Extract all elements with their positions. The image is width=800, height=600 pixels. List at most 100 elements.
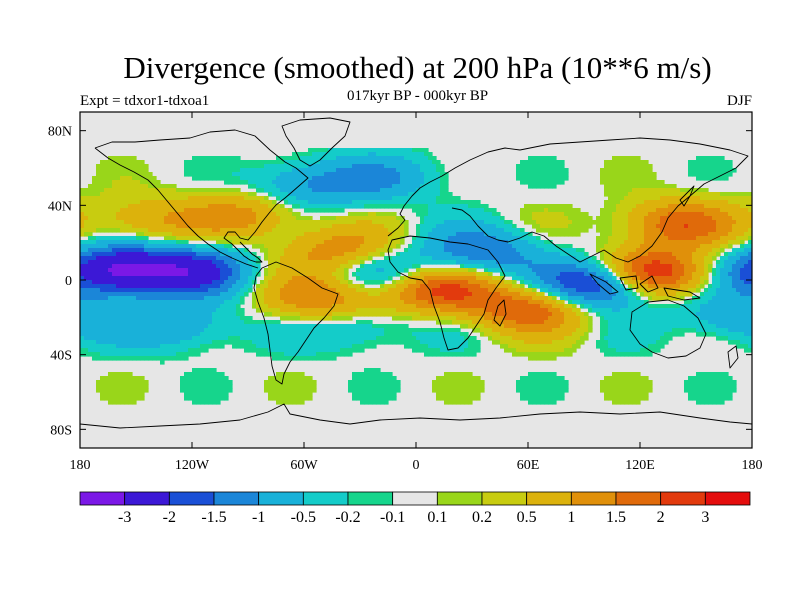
field-cell <box>412 236 417 241</box>
field-cell <box>704 264 709 269</box>
field-cell <box>152 280 157 285</box>
field-cell <box>736 248 741 253</box>
field-cell <box>576 288 581 293</box>
field-cell <box>304 196 309 201</box>
field-cell <box>484 224 489 229</box>
field-cell <box>396 176 401 181</box>
field-cell <box>608 212 613 217</box>
field-cell <box>568 248 573 253</box>
field-cell <box>560 252 565 257</box>
field-cell <box>264 244 269 249</box>
field-cell <box>340 160 345 165</box>
field-cell <box>612 212 617 217</box>
field-cell <box>620 240 625 245</box>
field-cell <box>340 156 345 161</box>
field-cell <box>272 172 277 177</box>
field-cell <box>736 228 741 233</box>
field-cell <box>204 192 209 197</box>
field-cell <box>324 164 329 169</box>
field-cell <box>84 224 89 229</box>
field-cell <box>284 208 289 213</box>
field-cell <box>244 216 249 221</box>
field-cell <box>500 244 505 249</box>
field-cell <box>456 220 461 225</box>
field-cell <box>476 248 481 253</box>
field-cell <box>640 220 645 225</box>
field-cell <box>216 288 221 293</box>
field-cell <box>164 232 169 237</box>
field-cell <box>396 260 401 265</box>
field-cell <box>376 288 381 293</box>
field-cell <box>664 252 669 257</box>
field-cell <box>224 204 229 209</box>
field-cell <box>128 284 133 289</box>
field-cell <box>472 220 477 225</box>
field-cell <box>236 216 241 221</box>
field-cell <box>236 292 241 297</box>
field-cell <box>748 208 752 213</box>
field-cell <box>536 240 541 245</box>
field-cell <box>352 228 357 233</box>
field-cell <box>544 168 549 173</box>
field-cell <box>632 180 637 185</box>
field-cell <box>548 232 553 237</box>
field-cell <box>396 288 401 293</box>
field-cell <box>156 180 161 185</box>
field-cell <box>200 276 205 281</box>
field-cell <box>220 204 225 209</box>
field-cell <box>248 212 253 217</box>
field-cell <box>736 260 741 265</box>
field-cell <box>324 276 329 281</box>
field-cell <box>212 256 217 261</box>
field-cell <box>216 284 221 289</box>
field-cell <box>600 288 605 293</box>
field-cell <box>600 264 605 269</box>
field-cell <box>552 256 557 261</box>
field-cell <box>644 228 649 233</box>
field-cell <box>716 252 721 257</box>
field-cell <box>712 220 717 225</box>
field-cell <box>272 188 277 193</box>
field-cell <box>340 264 345 269</box>
field-cell <box>360 224 365 229</box>
field-cell <box>384 256 389 261</box>
field-cell <box>188 216 193 221</box>
field-cell <box>684 252 689 257</box>
field-cell <box>368 164 373 169</box>
field-cell <box>340 192 345 197</box>
field-cell <box>92 228 97 233</box>
field-cell <box>616 244 621 249</box>
field-cell <box>608 168 613 173</box>
field-cell <box>220 284 225 289</box>
field-cell <box>520 168 525 173</box>
field-cell <box>728 260 733 265</box>
field-cell <box>632 216 637 221</box>
field-cell <box>140 168 145 173</box>
field-cell <box>324 148 329 153</box>
field-cell <box>692 208 697 213</box>
field-cell <box>204 176 209 181</box>
field-cell <box>500 272 505 277</box>
field-cell <box>524 256 529 261</box>
field-cell <box>748 224 752 229</box>
field-cell <box>276 284 281 289</box>
field-cell <box>552 292 557 297</box>
field-cell <box>740 276 745 281</box>
field-cell <box>260 168 265 173</box>
field-cell <box>648 240 653 245</box>
field-cell <box>404 220 409 225</box>
field-cell <box>156 276 161 281</box>
field-cell <box>164 204 169 209</box>
field-cell <box>172 188 177 193</box>
field-cell <box>172 200 177 205</box>
field-cell <box>668 236 673 241</box>
field-cell <box>124 276 129 281</box>
field-cell <box>340 164 345 169</box>
field-cell <box>196 252 201 257</box>
field-cell <box>180 288 185 293</box>
field-cell <box>216 292 221 297</box>
field-cell <box>560 268 565 273</box>
field-cell <box>604 292 609 297</box>
field-cell <box>520 208 525 213</box>
field-cell <box>704 164 709 169</box>
